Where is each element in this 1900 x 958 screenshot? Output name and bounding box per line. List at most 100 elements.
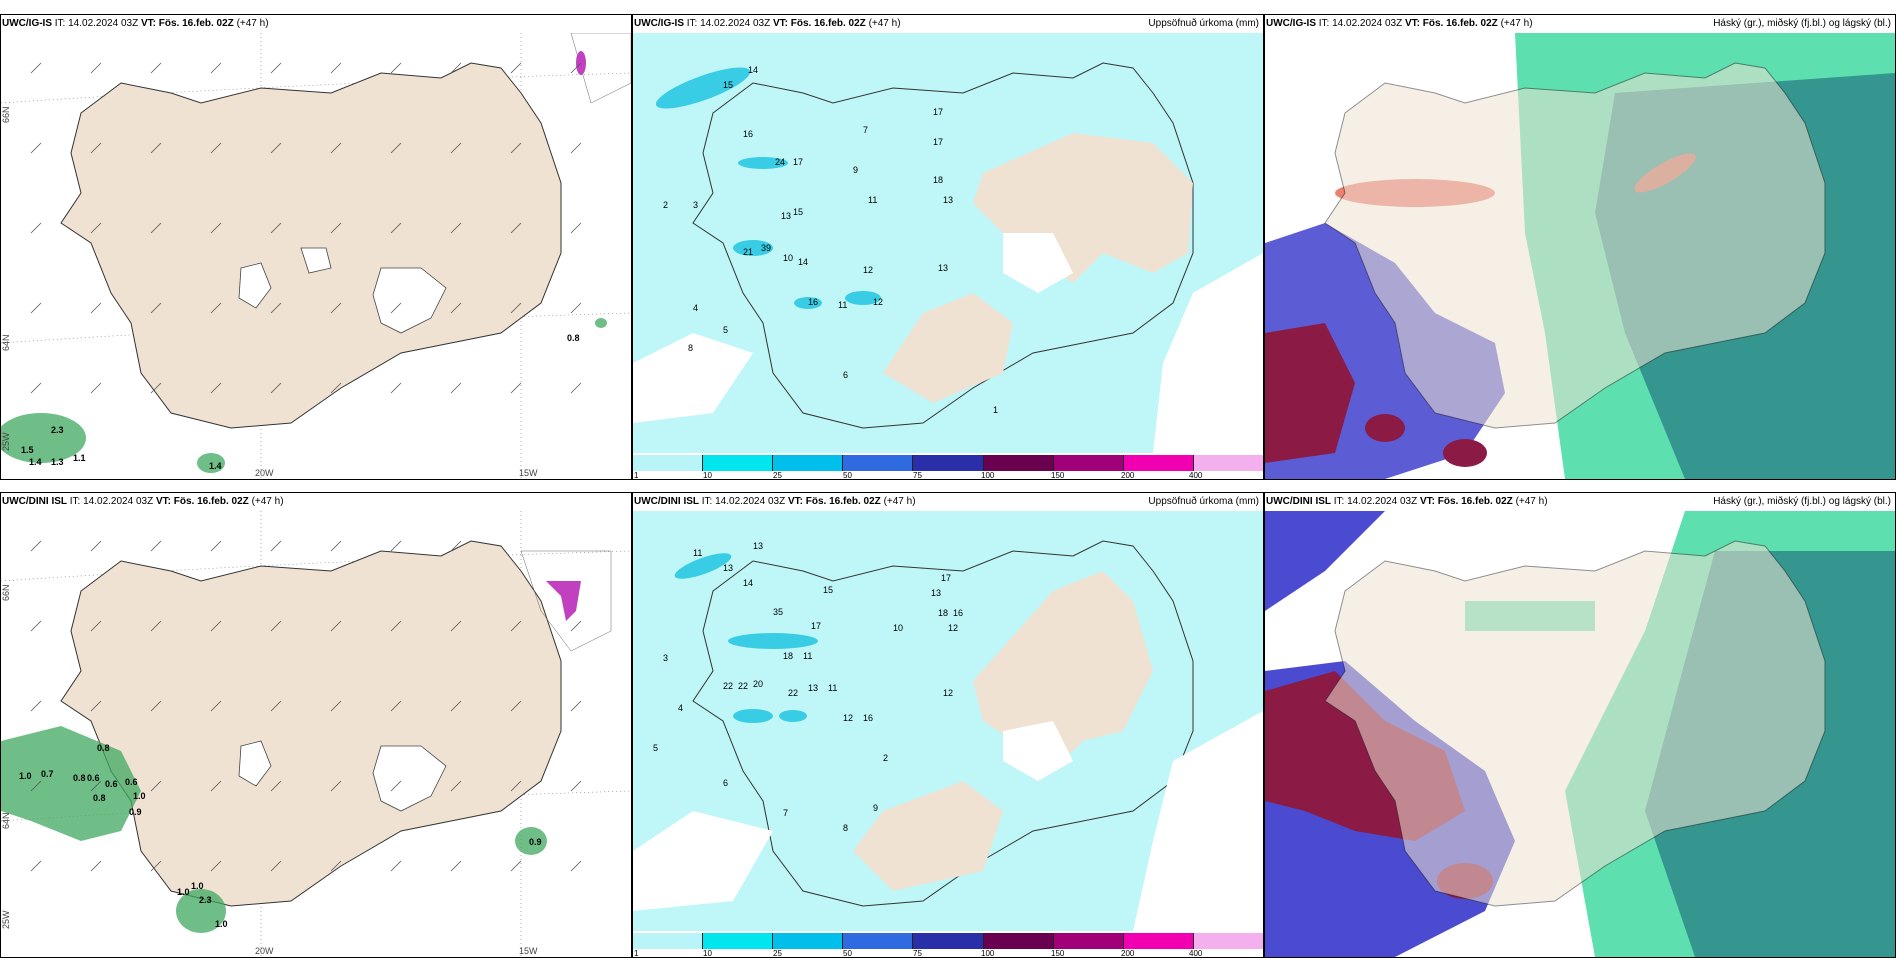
colorbar-cell <box>773 933 844 949</box>
panel-title: UWC/IG-IS IT: 14.02.2024 03Z VT: Fös. 16… <box>2 18 269 29</box>
cloud-map[interactable] <box>1265 33 1895 479</box>
svg-text:14: 14 <box>748 65 758 75</box>
panel-title: UWC/IG-IS IT: 14.02.2024 03Z VT: Fös. 16… <box>1266 18 1533 29</box>
precip-map[interactable]: 13 11 13 14 15 35 17 18 11 22 22 20 22 1… <box>633 511 1263 931</box>
colorbar-tick: 10 <box>703 471 712 480</box>
colorbar-tick: 200 <box>1121 949 1135 958</box>
svg-text:10: 10 <box>893 623 903 633</box>
svg-text:13: 13 <box>931 588 941 598</box>
svg-text:3: 3 <box>663 653 668 663</box>
svg-text:11: 11 <box>828 683 837 693</box>
lon-label: 20W <box>255 946 274 956</box>
precip-map[interactable]: 14 15 16 17 24 17 13 15 39 21 14 10 16 1… <box>633 33 1263 453</box>
svg-text:17: 17 <box>933 107 943 117</box>
svg-text:35: 35 <box>773 607 783 617</box>
iceland-land <box>60 540 562 907</box>
wind-label: 0.9 <box>529 837 542 847</box>
dry-region <box>883 293 1013 403</box>
wind-map[interactable]: 0.8 1.0 0.7 0.8 0.6 0.6 0.6 1.0 0.8 0.9 … <box>1 511 631 957</box>
colorbar-tick: 25 <box>773 949 782 958</box>
colorbar-tick: 1 <box>634 471 639 480</box>
colorbar-cell <box>983 933 1054 949</box>
lat-label: 64N <box>1 334 11 351</box>
glacier <box>238 740 272 787</box>
wind-map[interactable]: 2.3 1.5 1.4 1.3 1.1 1.4 0.8 20W 15W 66N … <box>1 33 631 479</box>
colorbar-tick: 1 <box>634 949 639 958</box>
precip-colorbar: 1 10 25 50 75 100 150 200 400 <box>633 931 1263 957</box>
precip-title: Uppsöfnuð úrkoma (mm) <box>1148 496 1259 507</box>
colorbar-tick: 200 <box>1121 471 1135 480</box>
wind-label: 1.0 <box>133 791 146 801</box>
svg-text:13: 13 <box>723 563 733 573</box>
wind-barbs <box>30 62 582 394</box>
svg-text:15: 15 <box>723 80 733 90</box>
precip-panel-row1: UWC/IG-IS IT: 14.02.2024 03Z VT: Fös. 16… <box>632 14 1264 480</box>
wind-map-svg: 2.3 1.5 1.4 1.3 1.1 1.4 0.8 20W 15W 66N … <box>1 33 631 479</box>
panel-title: UWC/DINI ISL IT: 14.02.2024 03Z VT: Fös.… <box>634 496 916 507</box>
wind-label: 0.9 <box>129 807 142 817</box>
svg-text:17: 17 <box>933 137 943 147</box>
glacier <box>372 267 447 334</box>
white-region <box>633 333 753 423</box>
svg-text:3: 3 <box>693 200 698 210</box>
svg-text:11: 11 <box>838 300 847 310</box>
svg-text:15: 15 <box>793 207 803 217</box>
colorbar-cell <box>773 455 844 471</box>
wind-label: 1.0 <box>19 771 32 781</box>
panel-title: UWC/DINI ISL IT: 14.02.2024 03Z VT: Fös.… <box>1266 496 1548 507</box>
wind-label: 0.8 <box>73 773 86 783</box>
colorbar-cell <box>633 455 704 471</box>
svg-text:17: 17 <box>941 573 951 583</box>
svg-text:13: 13 <box>781 211 791 221</box>
colorbar-cell <box>913 455 984 471</box>
svg-text:16: 16 <box>743 129 753 139</box>
hatch-region <box>570 33 631 104</box>
wind-label: 1.0 <box>177 887 190 897</box>
colorbar-cell <box>843 455 914 471</box>
svg-text:18: 18 <box>938 608 948 618</box>
svg-text:5: 5 <box>723 325 728 335</box>
svg-text:13: 13 <box>753 541 763 551</box>
colorbar-cell <box>983 455 1054 471</box>
colorbar-tick: 75 <box>913 949 922 958</box>
svg-text:39: 39 <box>761 243 771 253</box>
svg-text:16: 16 <box>953 608 963 618</box>
svg-text:12: 12 <box>943 688 953 698</box>
green-precip <box>1 318 607 473</box>
iceland-land <box>1324 540 1826 907</box>
svg-text:13: 13 <box>938 263 948 273</box>
cloud-title: Háský (gr.), miðský (fj.bl.) og lágský (… <box>1713 18 1891 29</box>
wind-label: 1.5 <box>21 445 34 455</box>
cloud-map[interactable] <box>1265 511 1895 957</box>
wind-label: 1.0 <box>215 919 228 929</box>
lat-label: 66N <box>1 584 11 601</box>
colorbar-cell <box>1193 455 1263 471</box>
svg-text:14: 14 <box>798 257 808 267</box>
colorbar-tick: 100 <box>981 949 995 958</box>
svg-text:15: 15 <box>823 585 833 595</box>
precip-title: Uppsöfnuð úrkoma (mm) <box>1148 18 1259 29</box>
wind-label: 0.6 <box>87 773 100 783</box>
white-region <box>1003 721 1073 781</box>
wind-label: 0.8 <box>97 743 110 753</box>
glacier <box>238 262 272 309</box>
colorbar-tick: 50 <box>843 949 852 958</box>
svg-text:17: 17 <box>811 621 821 631</box>
svg-text:5: 5 <box>653 743 658 753</box>
svg-text:12: 12 <box>873 297 883 307</box>
svg-text:12: 12 <box>948 623 958 633</box>
svg-text:13: 13 <box>808 683 818 693</box>
white-region <box>1133 711 1263 931</box>
svg-text:16: 16 <box>863 713 873 723</box>
white-region <box>633 811 773 911</box>
wind-panel-row2: UWC/DINI ISL IT: 14.02.2024 03Z VT: Fös.… <box>0 492 632 958</box>
svg-text:6: 6 <box>843 370 848 380</box>
svg-text:11: 11 <box>693 548 702 558</box>
svg-text:9: 9 <box>853 165 858 175</box>
svg-text:2: 2 <box>883 753 888 763</box>
wind-panel-row1: UWC/IG-IS IT: 14.02.2024 03Z VT: Fös. 16… <box>0 14 632 480</box>
svg-text:4: 4 <box>678 703 683 713</box>
lat-label: 66N <box>1 106 11 123</box>
svg-text:1: 1 <box>993 405 998 415</box>
svg-text:24: 24 <box>775 157 785 167</box>
